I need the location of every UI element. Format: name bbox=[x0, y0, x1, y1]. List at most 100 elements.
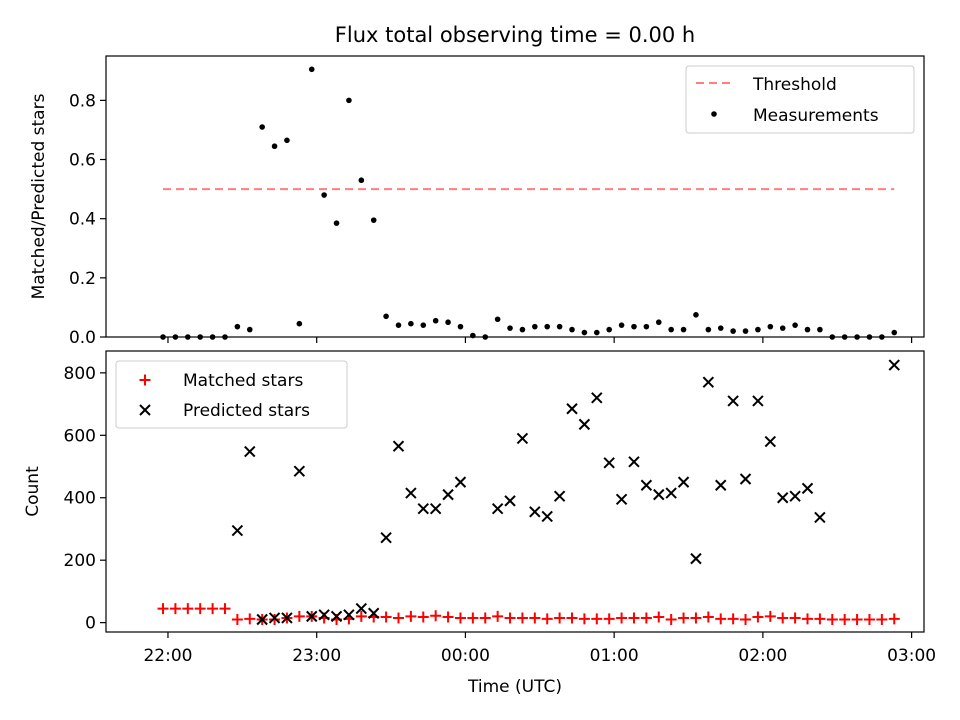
y-tick-label: 600 bbox=[64, 426, 96, 446]
predicted-star-point bbox=[566, 403, 578, 415]
matched-star-point bbox=[591, 613, 603, 625]
plot-frame bbox=[105, 55, 925, 338]
predicted-star-point bbox=[405, 487, 417, 499]
matched-star-point bbox=[219, 603, 231, 615]
matched-star-point bbox=[777, 612, 789, 624]
measurement-point bbox=[655, 319, 662, 326]
x-tick-label: 23:00 bbox=[292, 646, 341, 666]
measurement-point bbox=[358, 177, 365, 184]
predicted-star-point bbox=[553, 490, 566, 502]
matched-star-point bbox=[764, 610, 776, 622]
predicted-star-point bbox=[690, 552, 702, 565]
measurement-point bbox=[866, 334, 873, 340]
y-tick-label: 0.0 bbox=[69, 328, 96, 348]
matched-star-point bbox=[678, 612, 690, 624]
measurement-point bbox=[755, 326, 761, 333]
predicted-star-point bbox=[677, 476, 690, 488]
legend-matched-label: Matched stars bbox=[183, 371, 303, 391]
plot-frame bbox=[105, 350, 925, 633]
measurement-point bbox=[234, 323, 241, 330]
matched-star-point bbox=[194, 603, 206, 615]
legend-measurements-label: Measurements bbox=[753, 106, 879, 126]
predicted-star-point bbox=[268, 612, 281, 624]
predicted-star-point bbox=[380, 532, 392, 544]
x-tick-label: 02:00 bbox=[738, 646, 787, 666]
x-tick-label: 01:00 bbox=[590, 646, 639, 666]
matched-star-point bbox=[504, 612, 516, 624]
matched-star-point bbox=[492, 610, 504, 622]
measurement-point bbox=[532, 323, 538, 330]
x-tick-label: 03:00 bbox=[887, 646, 936, 666]
matched-star-point bbox=[863, 614, 875, 626]
matched-star-point bbox=[529, 612, 541, 624]
measurement-point bbox=[383, 313, 389, 320]
measurement-point bbox=[432, 317, 439, 324]
measurement-point bbox=[792, 322, 798, 328]
matched-star-point bbox=[628, 612, 640, 624]
y-tick-label: 200 bbox=[64, 551, 96, 571]
predicted-star-point bbox=[343, 609, 355, 621]
measurement-point bbox=[470, 332, 476, 339]
predicted-star-point bbox=[628, 456, 640, 468]
predicted-star-point bbox=[702, 376, 715, 388]
predicted-star-point bbox=[318, 609, 330, 621]
matched-star-point bbox=[516, 612, 528, 624]
measurement-point bbox=[581, 329, 588, 336]
bottom-panel: 0 200 400 600 800 22:00 23:00 00:00 01:00 02:00 03… bbox=[64, 350, 936, 666]
matched-star-point bbox=[380, 611, 392, 623]
predicted-star-point bbox=[392, 440, 405, 452]
matched-star-point bbox=[207, 603, 219, 615]
matched-star-point bbox=[814, 613, 826, 625]
matched-star-point bbox=[566, 612, 578, 624]
measurement-point bbox=[222, 334, 228, 340]
predicted-star-point bbox=[491, 502, 504, 515]
predicted-star-point bbox=[231, 524, 244, 537]
measurement-point bbox=[556, 323, 563, 330]
y-tick-label: 0.8 bbox=[69, 91, 96, 111]
measurement-point bbox=[445, 319, 451, 326]
measurement-point bbox=[854, 334, 860, 340]
measurement-point bbox=[693, 312, 699, 318]
predicted-star-point bbox=[789, 490, 801, 502]
matched-star-point bbox=[157, 603, 169, 615]
y-tick-label: 0 bbox=[85, 614, 96, 634]
x-tick-label: 22:00 bbox=[143, 646, 192, 666]
matched-star-point bbox=[690, 612, 702, 624]
measurement-point bbox=[420, 322, 427, 328]
matched-star-point bbox=[851, 614, 863, 626]
predicted-star-point bbox=[640, 479, 653, 491]
predicted-star-point bbox=[615, 493, 628, 506]
measurement-point bbox=[891, 329, 898, 336]
measurement-point bbox=[271, 143, 278, 150]
predicted-star-point bbox=[306, 610, 318, 623]
predicted-star-point bbox=[516, 432, 529, 445]
measurement-point bbox=[296, 320, 303, 327]
matched-star-point bbox=[876, 614, 888, 626]
measurement-point bbox=[395, 322, 402, 328]
measurement-point bbox=[519, 326, 526, 333]
measurement-point bbox=[668, 326, 674, 333]
measurement-point bbox=[779, 325, 786, 331]
predicted-star-point bbox=[454, 476, 467, 488]
legend-threshold-label: Threshold bbox=[752, 75, 837, 95]
predicted-star-point bbox=[764, 435, 777, 448]
measurement-point bbox=[841, 334, 848, 340]
matched-star-point bbox=[182, 603, 194, 615]
matched-star-point bbox=[244, 613, 256, 625]
matched-star-point bbox=[430, 610, 442, 622]
matched-star-point bbox=[442, 611, 454, 623]
legend-predicted-label: Predicted stars bbox=[183, 401, 310, 421]
y-tick-label: 400 bbox=[64, 489, 96, 509]
predicted-star-point bbox=[442, 488, 454, 501]
legend-box bbox=[685, 65, 915, 134]
matched-star-point bbox=[653, 611, 665, 623]
measurement-point bbox=[618, 322, 625, 328]
matched-star-point bbox=[355, 610, 367, 622]
predicted-star-point bbox=[244, 445, 256, 458]
matched-star-point bbox=[740, 614, 752, 626]
measurement-point bbox=[209, 334, 216, 340]
measurement-point bbox=[185, 334, 191, 340]
matched-star-point bbox=[702, 611, 714, 623]
top-y-axis-label: Matched/Predicted stars bbox=[29, 93, 49, 299]
